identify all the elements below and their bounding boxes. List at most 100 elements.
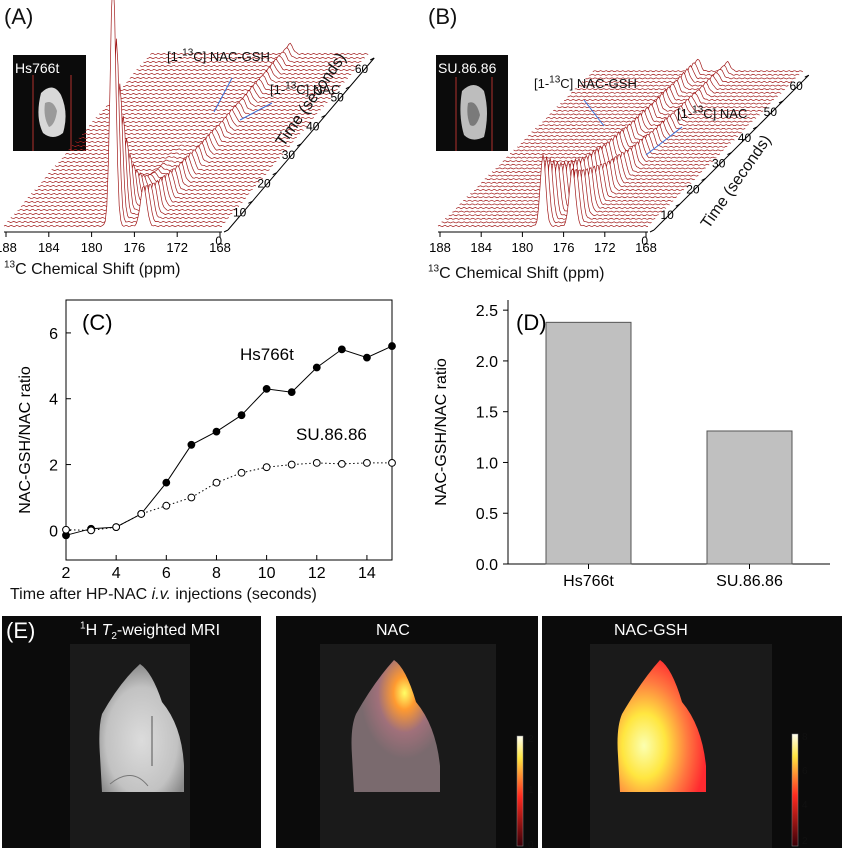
mri-title-1: 1H T2-weighted MRI <box>80 620 221 643</box>
spectrum-line-20 <box>509 134 721 155</box>
spectrum-line-27 <box>535 112 746 130</box>
spectrum-fill-18 <box>502 141 713 162</box>
time-tick-6 <box>369 57 375 61</box>
spectrum-fill-21 <box>513 132 724 151</box>
spectrum-line-25 <box>527 120 739 137</box>
spectrum-line-23 <box>520 126 731 145</box>
spectrum-line-33 <box>556 92 767 109</box>
spectrum-fill-26 <box>531 116 742 133</box>
spectrum-line-33 <box>116 82 335 95</box>
arrow-gsh <box>213 77 233 113</box>
spectrum-fill-5 <box>456 162 666 209</box>
mri-panel-1: (E) 1H T2-weighted MRI <box>2 616 261 848</box>
spectrum-line-37 <box>129 66 348 79</box>
series-1-point-11 <box>337 459 346 468</box>
series-line-0 <box>65 345 393 536</box>
series-1-point-13 <box>388 459 396 467</box>
time-axis <box>653 74 810 231</box>
spectrum-fill-37 <box>571 80 782 94</box>
plot-frame <box>65 299 393 561</box>
spectrum-line-27 <box>95 105 314 119</box>
spectrum-line-18 <box>65 138 284 155</box>
series-line-1 <box>65 462 392 531</box>
spectrum-fill-42 <box>589 62 800 76</box>
spectrum-line-39 <box>136 58 355 71</box>
ppm-tick-label-0: 188 <box>0 240 17 255</box>
series-1-point-4 <box>162 501 171 510</box>
arrow-nac <box>239 102 273 121</box>
xlabel-a: 13C Chemical Shift (ppm) <box>4 259 181 278</box>
annotation-a-gsh: [1-13C] NAC-GSH <box>167 47 270 64</box>
spectrum-fill-31 <box>549 100 760 115</box>
spectrum-line-6 <box>459 160 670 206</box>
spectrum-fill-3 <box>448 159 659 216</box>
x-tick-label-5: 12 <box>308 565 326 582</box>
time-tick-6 <box>804 74 810 78</box>
time-tick-label-6: 60 <box>355 62 369 76</box>
spectrum-fill-0 <box>4 0 222 227</box>
time-tick-label-4: 40 <box>306 119 320 133</box>
spectrum-fill-28 <box>538 110 749 126</box>
spectrum-line-42 <box>589 62 800 76</box>
thumb-a-image <box>32 75 72 151</box>
spectrum-fill-29 <box>542 107 753 123</box>
series-0-point-13 <box>388 342 396 350</box>
spectrum-line-21 <box>75 128 294 143</box>
spectrum-line-30 <box>545 103 757 119</box>
spectrum-fill-11 <box>41 162 260 183</box>
ppm-tick-label-2: 180 <box>81 240 103 255</box>
y-tick-label-4: 2.0 <box>476 354 498 371</box>
series-0-point-4 <box>162 478 171 487</box>
x-tick-label-0: 2 <box>62 565 71 582</box>
spectrum-fill-21 <box>75 128 294 143</box>
time-tick-2 <box>272 172 277 176</box>
series-1-point-8 <box>262 463 271 472</box>
spectrum-fill-2 <box>445 158 656 220</box>
spectrum-fill-13 <box>484 153 695 180</box>
series-1-point-3 <box>137 510 146 518</box>
x-tick-label-4: 10 <box>258 565 276 582</box>
spectrum-line-37 <box>571 79 782 94</box>
y-tick-label-2: 4 <box>49 392 58 409</box>
annotation-b-gsh: [1-13C] NAC-GSH <box>534 74 637 91</box>
series-1-point-12 <box>363 459 371 467</box>
series-0-point-6 <box>212 427 221 436</box>
spectrum-line-7 <box>463 160 674 202</box>
spectrum-line-8 <box>31 170 250 195</box>
spectrum-line-14 <box>488 149 699 177</box>
spectrum-fill-9 <box>34 168 253 191</box>
ppm-tick-label-5: 168 <box>635 240 657 255</box>
spectrum-line-19 <box>506 137 717 159</box>
series-0-point-11 <box>337 345 346 354</box>
spectrum-line-40 <box>139 55 359 67</box>
time-tick-4 <box>321 114 326 118</box>
series-1-point-7 <box>237 468 246 477</box>
spectrum-line-19 <box>68 134 287 151</box>
spectrum-line-41 <box>143 51 362 63</box>
spectrum-fill-26 <box>92 109 311 123</box>
spectrum-fill-0 <box>438 154 648 227</box>
spectrum-line-34 <box>560 89 771 105</box>
ppm-tick-label-4: 172 <box>166 240 188 255</box>
series-1-point-6 <box>212 478 221 487</box>
cbar3-tick-0: 8 <box>802 732 808 743</box>
spectrum-line-29 <box>542 106 753 123</box>
time-tick-1 <box>248 200 253 204</box>
line-chart-c: (C) 2 4 6 8 10 12 14 0 2 4 6 NAC-GSH/NAC ratio Hs766t… <box>17 299 396 582</box>
arrow-nac <box>645 126 683 156</box>
series-1-point-0 <box>62 525 70 534</box>
spectrum-line-4 <box>452 161 663 213</box>
spectrum-fill-16 <box>495 146 706 169</box>
spectrum-fill-13 <box>48 155 267 175</box>
series-0-point-7 <box>237 411 246 420</box>
y-tick-label-3: 6 <box>49 326 58 343</box>
spectrum-line-43 <box>592 58 803 73</box>
series-0-point-12 <box>363 353 371 362</box>
time-tick-label-3: 30 <box>282 148 296 162</box>
spectra-group <box>437 58 803 227</box>
time-tick-3 <box>296 143 302 147</box>
spectrum-fill-8 <box>31 171 250 195</box>
ppm-tick-label-4: 172 <box>594 240 616 255</box>
spectrum-line-14 <box>51 152 270 171</box>
